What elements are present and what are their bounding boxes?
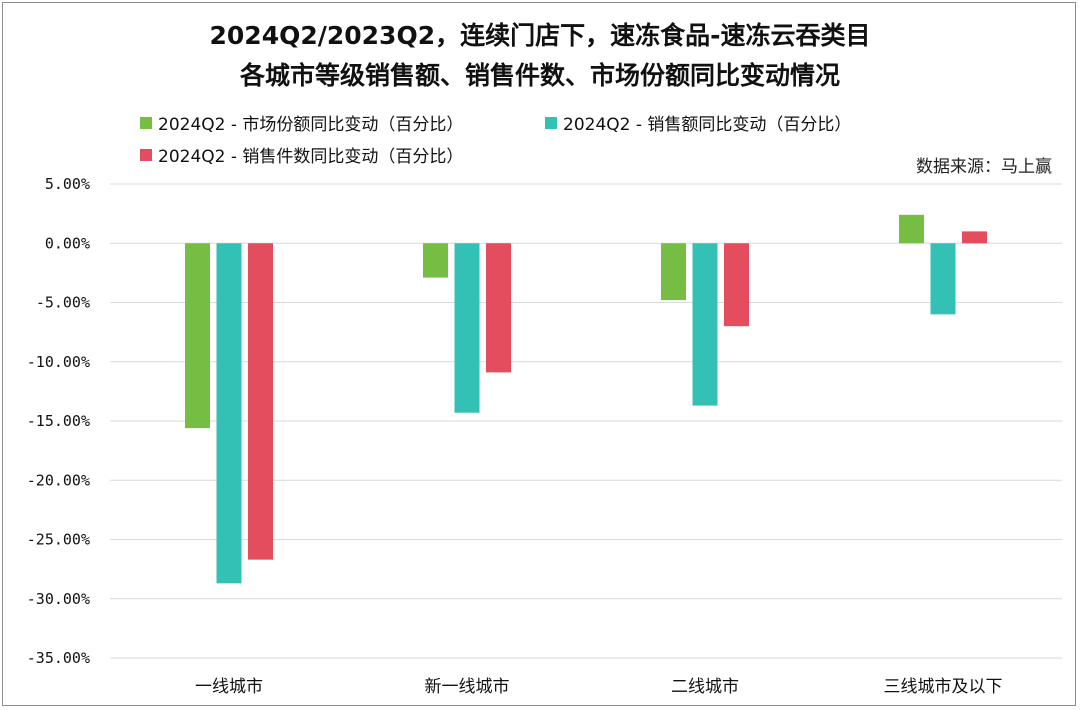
- y-tick-label: -20.00%: [27, 471, 90, 489]
- legend-swatch-sales-units: [140, 148, 152, 161]
- y-tick-label: -15.00%: [27, 412, 90, 430]
- legend-label-sales-amount: 2024Q2 - 销售额同比变动（百分比）: [563, 115, 852, 135]
- bar: [930, 243, 956, 315]
- bar: [692, 243, 718, 406]
- bar: [216, 243, 242, 584]
- y-tick-label: -10.00%: [27, 353, 90, 371]
- bar: [724, 243, 749, 327]
- y-axis-ticks: 5.00% 0.00% -5.00% -10.00% -15.00% -20.00% -25…: [27, 175, 90, 667]
- bar: [423, 243, 448, 278]
- chart-title-line-2: 各城市等级销售额、销售件数、市场份额同比变动情况: [239, 61, 840, 90]
- y-tick-label: -30.00%: [27, 590, 90, 608]
- bar: [454, 243, 480, 413]
- bar: [962, 231, 987, 244]
- bar: [899, 214, 924, 244]
- legend-swatch-market-share: [140, 116, 152, 129]
- bars: [185, 214, 987, 584]
- y-tick-label: -5.00%: [36, 294, 90, 312]
- chart-title-line-1: 2024Q2/2023Q2，连续门店下，速冻食品-速冻云吞类目: [209, 21, 871, 50]
- x-category-label: 新一线城市: [425, 677, 510, 697]
- legend-swatch-sales-amount: [545, 116, 557, 129]
- bar: [661, 243, 686, 301]
- x-category-label: 三线城市及以下: [884, 677, 1003, 697]
- x-category-label: 二线城市: [671, 677, 739, 697]
- y-tick-label: 5.00%: [45, 175, 90, 193]
- y-tick-label: -35.00%: [27, 649, 90, 667]
- bar: [185, 243, 210, 429]
- data-source-note: 数据来源：马上赢: [916, 157, 1052, 177]
- legend-item-market-share: 2024Q2 - 市场份额同比变动（百分比）: [140, 110, 463, 135]
- legend-label-sales-units: 2024Q2 - 销售件数同比变动（百分比）: [158, 147, 464, 167]
- legend-label-market-share: 2024Q2 - 市场份额同比变动（百分比）: [158, 115, 464, 135]
- y-tick-label: -25.00%: [27, 531, 90, 549]
- x-axis-categories: 一线城市 新一线城市 二线城市 三线城市及以下: [195, 677, 1003, 697]
- y-tick-label: 0.00%: [45, 234, 90, 252]
- bar: [486, 243, 511, 373]
- bar: [248, 243, 273, 560]
- legend-item-sales-units: 2024Q2 - 销售件数同比变动（百分比）: [140, 142, 463, 167]
- legend-item-sales-amount: 2024Q2 - 销售额同比变动（百分比）: [545, 110, 851, 135]
- x-category-label: 一线城市: [195, 677, 263, 697]
